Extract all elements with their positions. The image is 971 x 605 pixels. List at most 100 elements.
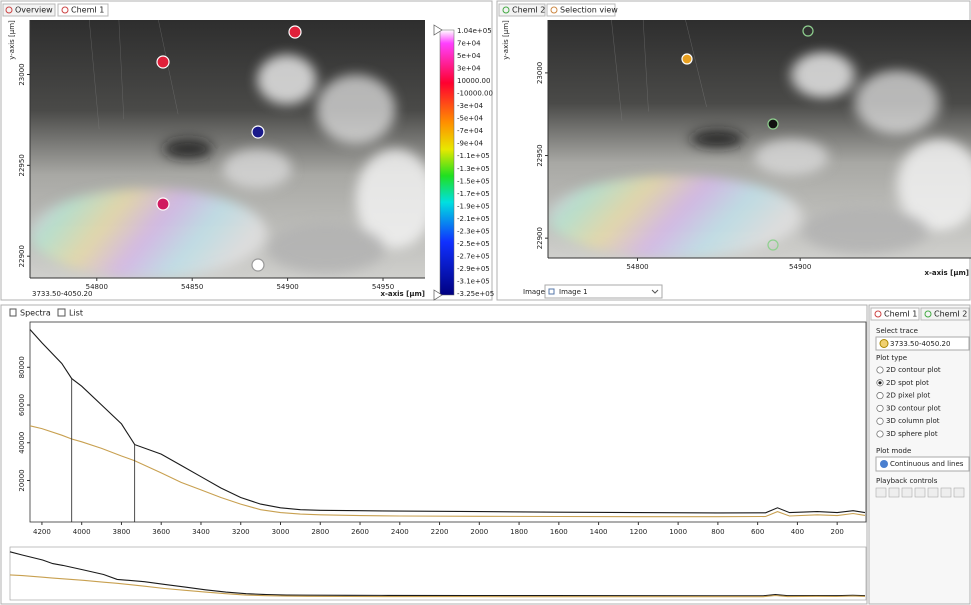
spot[interactable] — [157, 56, 169, 68]
radio[interactable] — [877, 431, 883, 437]
radio[interactable] — [877, 367, 883, 373]
microscope-image — [30, 20, 435, 278]
tab-label[interactable]: Spectra — [20, 309, 51, 318]
scale-label: -2.1e+05 — [457, 215, 490, 223]
playback-button[interactable] — [928, 488, 938, 497]
section-label: Select trace — [876, 327, 918, 335]
app-window: Overview ChemI 1 y-axis [µm] x-axis [µm]… — [0, 0, 971, 605]
y-tick-label: 22950 — [536, 144, 544, 166]
scale-label: -1.9e+05 — [457, 202, 490, 210]
x-tick-label: 2600 — [351, 528, 369, 536]
y-tick-label: 80000 — [18, 356, 26, 378]
y-tick-label: 40000 — [18, 432, 26, 454]
x-tick-label: 3200 — [232, 528, 250, 536]
tab-label[interactable]: ChemI 1 — [884, 310, 917, 319]
x-tick-label: 4200 — [33, 528, 51, 536]
x-tick-label: 2000 — [470, 528, 488, 536]
y-tick-label: 22950 — [18, 154, 26, 176]
radio-label[interactable]: 2D contour plot — [886, 366, 941, 374]
radio[interactable] — [877, 418, 883, 424]
scale-label: -1.5e+05 — [457, 177, 490, 185]
y-tick-label: 22900 — [536, 227, 544, 249]
y-tick-label: 23000 — [536, 62, 544, 84]
y-tick-label: 20000 — [18, 469, 26, 491]
overview-plot-area — [10, 547, 866, 600]
x-tick-label: 1800 — [510, 528, 528, 536]
x-tick-label: 1600 — [550, 528, 568, 536]
radio-label[interactable]: 3D contour plot — [886, 404, 941, 412]
scale-label: -5e+04 — [457, 115, 484, 123]
tab-label[interactable]: ChemI 2 — [934, 310, 967, 319]
x-tick-label: 400 — [791, 528, 804, 536]
x-tick-label: 600 — [751, 528, 764, 536]
y-tick-label: 23000 — [18, 63, 26, 85]
microscope-image — [548, 20, 971, 258]
playback-button[interactable] — [941, 488, 951, 497]
x-tick-label: 54900 — [789, 263, 811, 271]
x-tick-label: 3400 — [192, 528, 210, 536]
radio-label[interactable]: 2D pixel plot — [886, 392, 931, 400]
radio[interactable] — [877, 405, 883, 411]
tab-label[interactable]: Selection view — [560, 6, 618, 15]
scale-label: 5e+04 — [457, 52, 481, 60]
scale-label: -9e+04 — [457, 140, 484, 148]
playback-button[interactable] — [902, 488, 912, 497]
scale-label: -3e+04 — [457, 102, 484, 110]
x-axis-label: x-axis [µm] — [380, 290, 425, 298]
radio-dot — [878, 381, 881, 384]
spot[interactable] — [252, 126, 264, 138]
dropdown-icon — [880, 460, 888, 468]
tab-label[interactable]: ChemI 1 — [71, 6, 104, 15]
playback-button[interactable] — [889, 488, 899, 497]
scale-label: 1.04e+05 — [457, 27, 492, 35]
section-label: Plot type — [876, 354, 907, 362]
radio-label[interactable]: 3D column plot — [886, 417, 940, 425]
scale-label: 3e+04 — [457, 65, 481, 73]
scale-label: -2.7e+05 — [457, 252, 490, 260]
image-label: Image: — [523, 288, 547, 296]
y-tick-label: 60000 — [18, 394, 26, 416]
tab-label[interactable]: List — [69, 309, 83, 318]
spot[interactable] — [768, 119, 778, 129]
x-tick-label: 4000 — [73, 528, 91, 536]
x-tick-label: 54850 — [181, 283, 203, 291]
scale-label: 7e+04 — [457, 40, 481, 48]
x-tick-label: 54950 — [372, 283, 394, 291]
section-label: Playback controls — [876, 477, 938, 485]
x-tick-label: 200 — [830, 528, 843, 536]
spectra-plot-area — [30, 322, 866, 522]
x-tick-label: 54800 — [626, 263, 648, 271]
scale-label: -7e+04 — [457, 127, 484, 135]
radio-label[interactable]: 3D sphere plot — [886, 430, 938, 438]
scale-label: -2.3e+05 — [457, 227, 490, 235]
range-label: 3733.50-4050.20 — [32, 290, 92, 298]
radio[interactable] — [877, 392, 883, 398]
spot[interactable] — [682, 54, 692, 64]
playback-button[interactable] — [954, 488, 964, 497]
mode-select[interactable]: Continuous and lines — [890, 460, 964, 468]
section-label: Plot mode — [876, 447, 911, 455]
scale-label: -1.3e+05 — [457, 165, 490, 173]
x-tick-label: 1200 — [629, 528, 647, 536]
tab-label[interactable]: Overview — [15, 6, 53, 15]
playback-button[interactable] — [915, 488, 925, 497]
x-tick-label: 3800 — [113, 528, 131, 536]
tab-label[interactable]: ChemI 2 — [512, 6, 545, 15]
scale-label: -10000.00 — [457, 90, 493, 98]
dropdown-icon — [880, 340, 888, 348]
y-tick-label: 22900 — [18, 245, 26, 267]
spot[interactable] — [252, 259, 264, 271]
spot[interactable] — [289, 26, 301, 38]
playback-button[interactable] — [876, 488, 886, 497]
trace-select[interactable]: 3733.50-4050.20 — [890, 340, 950, 348]
radio-label[interactable]: 2D spot plot — [886, 379, 929, 387]
scale-label: 10000.00 — [457, 77, 490, 85]
scale-label: -3.25e+05 — [457, 290, 494, 298]
x-tick-label: 2400 — [391, 528, 409, 536]
x-tick-label: 800 — [711, 528, 724, 536]
x-tick-label: 2800 — [311, 528, 329, 536]
spot[interactable] — [157, 198, 169, 210]
x-tick-label: 1400 — [590, 528, 608, 536]
image-select[interactable]: Image 1 — [559, 288, 588, 296]
scale-label: -2.5e+05 — [457, 240, 490, 248]
